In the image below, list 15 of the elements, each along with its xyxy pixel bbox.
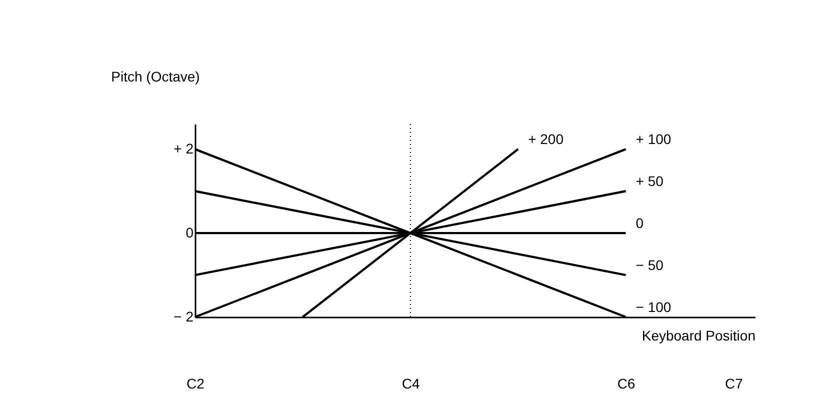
y-tick-label: 0	[186, 224, 194, 241]
series-label: + 50	[636, 173, 664, 190]
x-tick-label: C6	[617, 376, 636, 392]
y-tick-label: − 2	[174, 308, 194, 324]
series-label: + 100	[636, 131, 672, 148]
y-axis-title: Pitch (Octave)	[111, 68, 200, 84]
series-label: 0	[636, 215, 644, 232]
x-tick-label: C2	[186, 376, 205, 392]
x-axis-title: Keyboard Position	[642, 328, 756, 344]
series-label: + 200	[528, 131, 564, 148]
series-label: − 100	[636, 299, 672, 315]
series-label: − 50	[636, 257, 664, 274]
x-tick-label: C7	[725, 376, 744, 392]
y-tick-label: + 2	[174, 140, 194, 157]
x-tick-label: C4	[402, 376, 420, 392]
